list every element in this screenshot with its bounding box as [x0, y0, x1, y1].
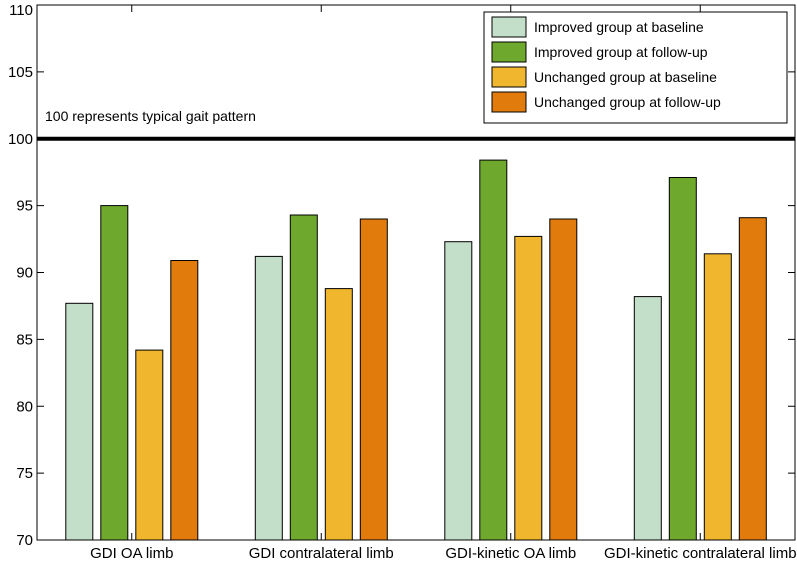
bar-gdi-oa-limb-unchanged-group-at-follow-up: [170, 260, 199, 541]
bar-gdi-kinetic-oa-limb-improved-group-at-follow-up: [479, 159, 508, 541]
bar-gdi-kinetic-contralateral-limb-unchanged-group-at-baseline: [703, 253, 732, 541]
bar-gdi-contralateral-limb-unchanged-group-at-follow-up: [359, 218, 388, 541]
legend-box: [483, 11, 788, 124]
legend-swatch-unchanged-group-at-follow-up: [491, 91, 527, 113]
legend-label-improved-group-at-baseline: Improved group at baseline: [534, 19, 704, 35]
bar-gdi-kinetic-oa-limb-improved-group-at-baseline: [444, 241, 473, 541]
y-tick-label-95: 95: [16, 198, 33, 215]
y-tick-label-75: 75: [16, 465, 33, 482]
y-tick-label-90: 90: [16, 265, 33, 282]
category-label-gdi-oa-limb: GDI OA limb: [90, 545, 173, 562]
bar-gdi-kinetic-contralateral-limb-unchanged-group-at-follow-up: [738, 217, 767, 541]
reference-line-label: 100 represents typical gait pattern: [45, 108, 256, 124]
category-label-gdi-contralateral-limb: GDI contralateral limb: [249, 545, 394, 562]
bar-gdi-contralateral-limb-unchanged-group-at-baseline: [324, 288, 353, 541]
legend-label-unchanged-group-at-follow-up: Unchanged group at follow-up: [534, 94, 721, 110]
y-tick-label-105: 105: [8, 64, 33, 81]
legend-label-unchanged-group-at-baseline: Unchanged group at baseline: [534, 69, 717, 85]
legend-swatch-improved-group-at-follow-up: [491, 41, 527, 63]
axis-layer: 70 75 80 85 90 95 100 105 110 GDI OA limb GDI cont…: [8, 2, 797, 562]
legend-swatch-unchanged-group-at-baseline: [491, 66, 527, 88]
y-tick-label-100: 100: [8, 131, 33, 148]
legend: Improved group at baseline Improved group…: [483, 11, 788, 124]
legend-swatch-improved-group-at-baseline: [491, 16, 527, 38]
y-tick-label-110: 110: [9, 2, 33, 19]
bar-gdi-kinetic-contralateral-limb-improved-group-at-baseline: [633, 296, 662, 541]
bar-gdi-kinetic-oa-limb-unchanged-group-at-baseline: [514, 235, 543, 541]
bar-gdi-kinetic-contralateral-limb-improved-group-at-follow-up: [668, 177, 697, 541]
bar-gdi-oa-limb-improved-group-at-baseline: [65, 302, 94, 541]
bar-gdi-oa-limb-unchanged-group-at-baseline: [135, 349, 164, 541]
bars-layer: [65, 159, 767, 541]
category-label-gdi-kinetic-contralateral-limb: GDI-kinetic contralateral limb: [604, 545, 797, 562]
reference-line-layer: 100 represents typical gait pattern: [37, 108, 795, 141]
y-tick-label-70: 70: [16, 532, 33, 549]
y-tick-label-85: 85: [16, 331, 33, 348]
bar-gdi-contralateral-limb-improved-group-at-baseline: [254, 255, 283, 541]
y-tick-label-80: 80: [16, 398, 33, 415]
bar-gdi-oa-limb-improved-group-at-follow-up: [100, 205, 129, 541]
category-label-gdi-kinetic-oa-limb: GDI-kinetic OA limb: [445, 545, 576, 562]
legend-label-improved-group-at-follow-up: Improved group at follow-up: [534, 44, 708, 60]
bar-gdi-contralateral-limb-improved-group-at-follow-up: [289, 214, 318, 541]
bar-gdi-kinetic-oa-limb-unchanged-group-at-follow-up: [549, 218, 578, 541]
